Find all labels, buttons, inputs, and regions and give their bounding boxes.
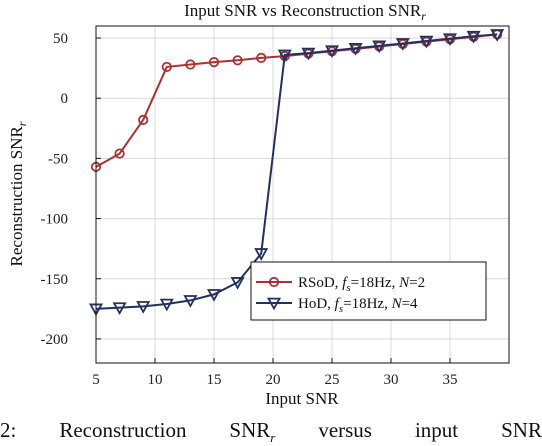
y-tick-label: -100: [41, 212, 69, 228]
series-1-point: [419, 35, 434, 49]
legend: RSoD, fs=18Hz, N=2 HoD, fs=18Hz, N=4: [250, 261, 487, 321]
series-0-point: [256, 52, 267, 63]
legend-entry-1: HoD, fs=18Hz, N=4: [256, 296, 418, 315]
legend-swatch-marker: [266, 297, 282, 311]
y-tick-label: 0: [61, 91, 69, 107]
caption-word-2: Reconstruction: [59, 418, 187, 442]
series-1-point: [206, 289, 222, 302]
x-axis-ticks: 5 10 15 20 25 30 35: [92, 358, 458, 388]
series-1-point: [277, 49, 292, 63]
y-tick-label: -50: [48, 151, 68, 167]
series-0-point: [232, 55, 243, 66]
y-axis-ticks: 50 0 -50 -100 -150 -200: [41, 31, 101, 348]
grid-lines: [95, 26, 509, 363]
series-0-point: [208, 57, 220, 68]
x-tick-label: 20: [266, 372, 281, 388]
caption-word-6: SNR: [501, 418, 542, 442]
legend-label: RSoD, fs=18Hz, N=2: [298, 275, 425, 294]
figure-caption: 2: Reconstruction SNRr versus input SNR: [0, 418, 542, 446]
series-1-point: [395, 38, 410, 51]
legend-swatch-marker: [268, 276, 280, 288]
x-tick-label: 5: [92, 372, 100, 388]
series-1-point: [466, 30, 481, 44]
series-1-point: [112, 302, 127, 315]
series-layer: [88, 29, 505, 317]
series-0-point: [114, 148, 125, 159]
x-axis-label: Input SNR: [265, 389, 339, 408]
x-tick-label: 30: [384, 372, 399, 388]
series-1-point: [136, 301, 151, 314]
chart-title: Input SNR vs Reconstruction SNRr: [184, 1, 426, 23]
legend-box: [250, 261, 487, 321]
y-tick-label: -150: [41, 272, 69, 288]
series-1-point: [442, 33, 458, 46]
snr-chart: Input SNR vs Reconstruction SNRr 5 10 15 20…: [7, 1, 510, 408]
y-tick-label: -200: [41, 332, 69, 348]
x-tick-label: 25: [325, 372, 340, 388]
y-axis-label: Reconstruction SNRr: [7, 121, 29, 266]
plot-frame: [95, 25, 510, 364]
series-1: [88, 29, 505, 317]
caption-word-5: input: [414, 418, 459, 442]
legend-entry-0: RSoD, fs=18Hz, N=2: [256, 275, 425, 294]
series-1-point: [348, 42, 363, 56]
x-tick-label: 10: [148, 372, 163, 388]
series-1-point: [183, 295, 198, 308]
series-1-point: [324, 45, 340, 59]
series-1-point: [254, 248, 269, 261]
series-1-point: [372, 40, 387, 54]
series-1-point: [159, 298, 174, 312]
series-1-point: [301, 47, 316, 61]
y-tick-label: 50: [53, 31, 68, 47]
series-0-point: [138, 114, 149, 125]
legend-label: HoD, fs=18Hz, N=4: [298, 296, 418, 315]
x-tick-label: 35: [443, 372, 458, 388]
x-tick-label: 15: [207, 372, 222, 388]
series-0-point: [161, 61, 172, 73]
caption-word-1: 2:: [0, 418, 17, 442]
series-1-point: [490, 29, 505, 42]
series-0-point: [185, 59, 196, 70]
caption-word-4: versus: [318, 418, 372, 442]
series-1-point: [230, 277, 245, 290]
caption-word-3: SNRr: [229, 418, 276, 446]
